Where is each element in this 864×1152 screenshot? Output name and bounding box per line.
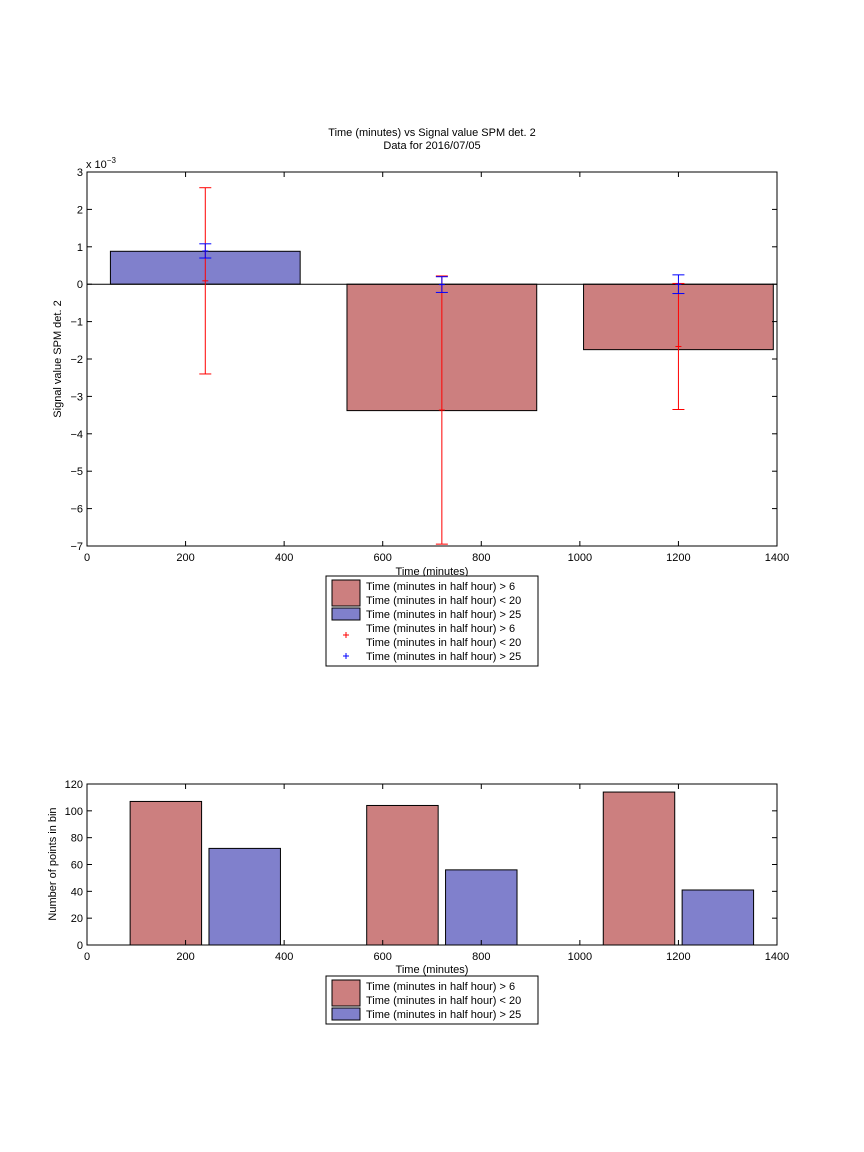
y-tick-label: −4 (70, 429, 83, 441)
x-tick-label: 1400 (765, 951, 789, 963)
legend-swatch (331, 979, 361, 1007)
x-axis-ticks: 0 200 400 600 800 1000 1200 1400 (84, 784, 789, 963)
legend-entry-0: Time (minutes in half hour) > 6 Time (min… (331, 979, 521, 1007)
x-tick-label: 200 (176, 552, 194, 564)
y-exponent-base: x 10 (86, 159, 107, 171)
x-tick-label: 400 (275, 552, 293, 564)
error-bar-series (199, 187, 685, 545)
legend-box (325, 575, 539, 667)
x-tick-label: 1400 (765, 552, 789, 564)
legend-label: Time (minutes in half hour) > 6 (366, 623, 515, 635)
bar-4 (602, 791, 676, 946)
error-bar-2 (435, 275, 448, 545)
legend-entry-2: Time (minutes in half hour) > 6 Time (min… (343, 623, 521, 649)
y-axis-label: Signal value SPM det. 2 (52, 300, 64, 417)
y-tick-label: 40 (71, 886, 83, 898)
y-tick-label: 20 (71, 913, 83, 925)
bar-series (129, 791, 755, 946)
bar-1 (208, 847, 281, 946)
x-tick-label: 1000 (568, 552, 592, 564)
y-exponent-label: x 10−3 (86, 156, 116, 171)
legend-entry-3: Time (minutes in half hour) > 25 (343, 651, 521, 663)
y-tick-label: 100 (65, 806, 83, 818)
legend-entry-0: Time (minutes in half hour) > 6 Time (min… (331, 579, 521, 607)
y-tick-label: −6 (70, 504, 83, 516)
legend-label: Time (minutes in half hour) > 25 (366, 651, 521, 663)
y-axis-label: Number of points in bin (47, 807, 59, 920)
legend-label: Time (minutes in half hour) < 20 (366, 637, 521, 649)
y-tick-label: −5 (70, 466, 83, 478)
x-tick-label: 600 (374, 951, 392, 963)
x-axis-label: Time (minutes) (396, 566, 469, 578)
x-axis-label: Time (minutes) (396, 964, 469, 976)
x-tick-label: 600 (374, 552, 392, 564)
legend-swatch (331, 579, 361, 607)
y-tick-label: 60 (71, 860, 83, 872)
legend-label: Time (minutes in half hour) > 6 (366, 981, 515, 993)
bar-3 (445, 869, 518, 946)
y-tick-label: −7 (70, 541, 83, 553)
x-tick-label: 200 (176, 951, 194, 963)
signal-chart: Time (minutes) vs Signal value SPM det. … (52, 127, 789, 667)
legend-entry-1: Time (minutes in half hour) > 25 (331, 607, 521, 621)
y-axis-ticks: 3 2 1 0 −1 −2 −3 −4 −5 −6 −7 (70, 167, 777, 553)
legend-label: Time (minutes in half hour) > 6 (366, 581, 515, 593)
legend-swatch (331, 1007, 361, 1021)
x-tick-label: 800 (472, 552, 490, 564)
x-axis-ticks: 0 200 400 600 800 1000 1200 1400 (84, 172, 789, 564)
y-exponent-power: −3 (107, 156, 117, 165)
x-tick-label: 1200 (666, 951, 690, 963)
y-tick-label: 1 (77, 242, 83, 254)
y-tick-label: 0 (77, 279, 83, 291)
chart-subtitle: Data for 2016/07/05 (383, 140, 480, 152)
x-tick-label: 800 (472, 951, 490, 963)
x-tick-label: 0 (84, 552, 90, 564)
legend: Time (minutes in half hour) > 6 Time (min… (325, 975, 539, 1025)
legend-label: Time (minutes in half hour) > 25 (366, 1009, 521, 1021)
y-tick-label: 120 (65, 779, 83, 791)
y-axis-ticks: 120 100 80 60 40 20 0 (65, 779, 777, 952)
x-tick-label: 400 (275, 951, 293, 963)
x-tick-label: 1200 (666, 552, 690, 564)
legend: Time (minutes in half hour) > 6 Time (min… (325, 575, 539, 667)
legend-label: Time (minutes in half hour) < 20 (366, 595, 521, 607)
legend-box (325, 975, 539, 1025)
legend-entry-1: Time (minutes in half hour) > 25 (331, 1007, 521, 1021)
y-tick-label: 2 (77, 204, 83, 216)
legend-marker (343, 653, 349, 659)
error-bar-0 (199, 187, 212, 375)
bar-0 (129, 800, 203, 946)
bar-5 (681, 889, 755, 946)
error-bar-1 (199, 243, 212, 259)
x-tick-label: 0 (84, 951, 90, 963)
y-tick-label: 3 (77, 167, 83, 179)
chart-title: Time (minutes) vs Signal value SPM det. … (328, 127, 535, 139)
y-tick-label: 0 (77, 940, 83, 952)
y-tick-label: −1 (70, 317, 83, 329)
count-chart: 0 200 400 600 800 1000 1200 1400 12010080604020… (47, 779, 789, 1025)
bar-2 (366, 804, 439, 946)
error-bar-5 (672, 274, 685, 295)
y-tick-label: −2 (70, 354, 83, 366)
legend-label: Time (minutes in half hour) > 25 (366, 609, 521, 621)
x-tick-label: 1000 (568, 951, 592, 963)
legend-marker (343, 632, 349, 638)
legend-swatch (331, 607, 361, 621)
error-bar-3 (435, 276, 448, 293)
legend-label: Time (minutes in half hour) < 20 (366, 995, 521, 1007)
y-tick-label: 80 (71, 833, 83, 845)
y-tick-label: −3 (70, 391, 83, 403)
